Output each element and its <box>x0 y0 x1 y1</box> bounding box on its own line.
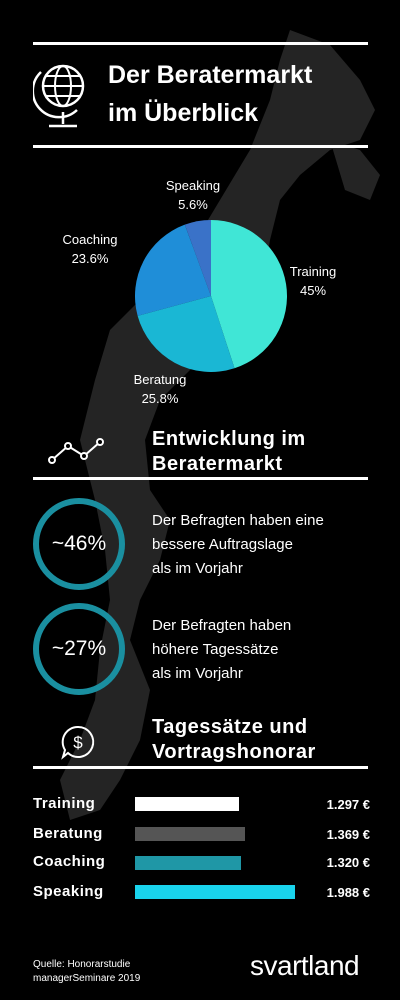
bar-label-training: Training <box>33 795 96 812</box>
pie-slice-coaching <box>135 224 211 316</box>
bar-coaching <box>135 856 242 870</box>
bar-training <box>135 797 240 811</box>
stat-value-rates: ~27% <box>51 637 107 660</box>
bar-value-speaking: 1.988 € <box>326 885 370 900</box>
pie-label-coaching-value: 23.6% <box>71 251 109 266</box>
stat-circle-rates: ~27% <box>33 603 125 695</box>
money-speech-bubble-icon: $ <box>61 725 95 760</box>
section-rates-title-line1: Tagessätze und <box>152 716 308 738</box>
section-rates-title-line2: Vortragshonorar <box>152 741 316 763</box>
pie-label-training: Training 45% <box>283 262 343 300</box>
section-development-title-line1: Entwicklung im <box>152 428 306 450</box>
stat-text-orders-line2: bessere Auftragslage <box>152 536 293 553</box>
pie-label-speaking: Speaking 5.6% <box>148 176 238 214</box>
stat-text-orders-line1: Der Befragten haben eine <box>152 512 324 529</box>
pie-label-training-value: 45% <box>299 283 327 298</box>
pie-label-speaking-value: 5.6% <box>178 197 208 212</box>
stat-circle-orders: ~46% <box>33 498 125 590</box>
stat-text-orders: Der Befragten haben eine bessere Auftrag… <box>152 509 372 581</box>
pie-slice-beratung <box>137 296 235 372</box>
bar-value-beratung: 1.369 € <box>326 827 370 842</box>
stat-value-orders: ~46% <box>51 532 107 555</box>
page-title-line1: Der Beratermarkt <box>108 61 313 89</box>
pie-label-beratung-value: 25.8% <box>141 391 179 406</box>
source-note-line1: Quelle: Honorarstudie <box>33 959 131 970</box>
pie-label-training-name: Training <box>289 264 337 279</box>
bar-speaking <box>135 885 295 899</box>
market-share-pie-chart <box>135 220 287 372</box>
page-title: Der Beratermarkt im Überblick <box>108 56 368 132</box>
section-rates-rule <box>33 766 368 769</box>
pie-label-beratung-name: Beratung <box>133 372 187 387</box>
header-bottom-rule <box>33 145 368 148</box>
bar-value-coaching: 1.320 € <box>326 855 370 870</box>
pie-label-beratung: Beratung 25.8% <box>125 370 195 408</box>
stat-text-rates: Der Befragten haben höhere Tagessätze al… <box>152 614 372 686</box>
stat-text-rates-line1: Der Befragten haben <box>152 617 292 634</box>
trend-line-icon <box>48 438 104 464</box>
stat-text-orders-line3: als im Vorjahr <box>152 560 243 577</box>
source-note: Quelle: Honorarstudie managerSeminare 20… <box>33 958 140 986</box>
globe-icon <box>33 64 85 128</box>
source-note-line2: managerSeminare 2019 <box>33 973 141 984</box>
pie-slice-speaking <box>184 220 211 296</box>
header-top-rule <box>33 42 368 45</box>
svg-text:$: $ <box>73 733 83 752</box>
section-development-title-line2: Beratermarkt <box>152 453 283 475</box>
stat-text-rates-line2: höhere Tagessätze <box>152 641 279 658</box>
pie-label-coaching: Coaching 23.6% <box>50 230 130 268</box>
stat-text-rates-line3: als im Vorjahr <box>152 665 243 682</box>
section-rates-title: Tagessätze und Vortragshonorar <box>152 715 372 765</box>
bar-label-coaching: Coaching <box>33 853 106 870</box>
bar-label-speaking: Speaking <box>33 883 104 900</box>
pie-label-speaking-name: Speaking <box>165 178 221 193</box>
brand-logo: svartland <box>250 950 360 981</box>
bar-label-beratung: Beratung <box>33 825 103 842</box>
pie-label-coaching-name: Coaching <box>62 232 118 247</box>
bar-value-training: 1.297 € <box>326 797 370 812</box>
page-title-line2: im Überblick <box>108 99 259 127</box>
section-development-title: Entwicklung im Beratermarkt <box>152 427 372 477</box>
pie-slice-training <box>211 220 287 369</box>
bar-beratung <box>135 827 246 841</box>
section-development-rule <box>33 477 368 480</box>
